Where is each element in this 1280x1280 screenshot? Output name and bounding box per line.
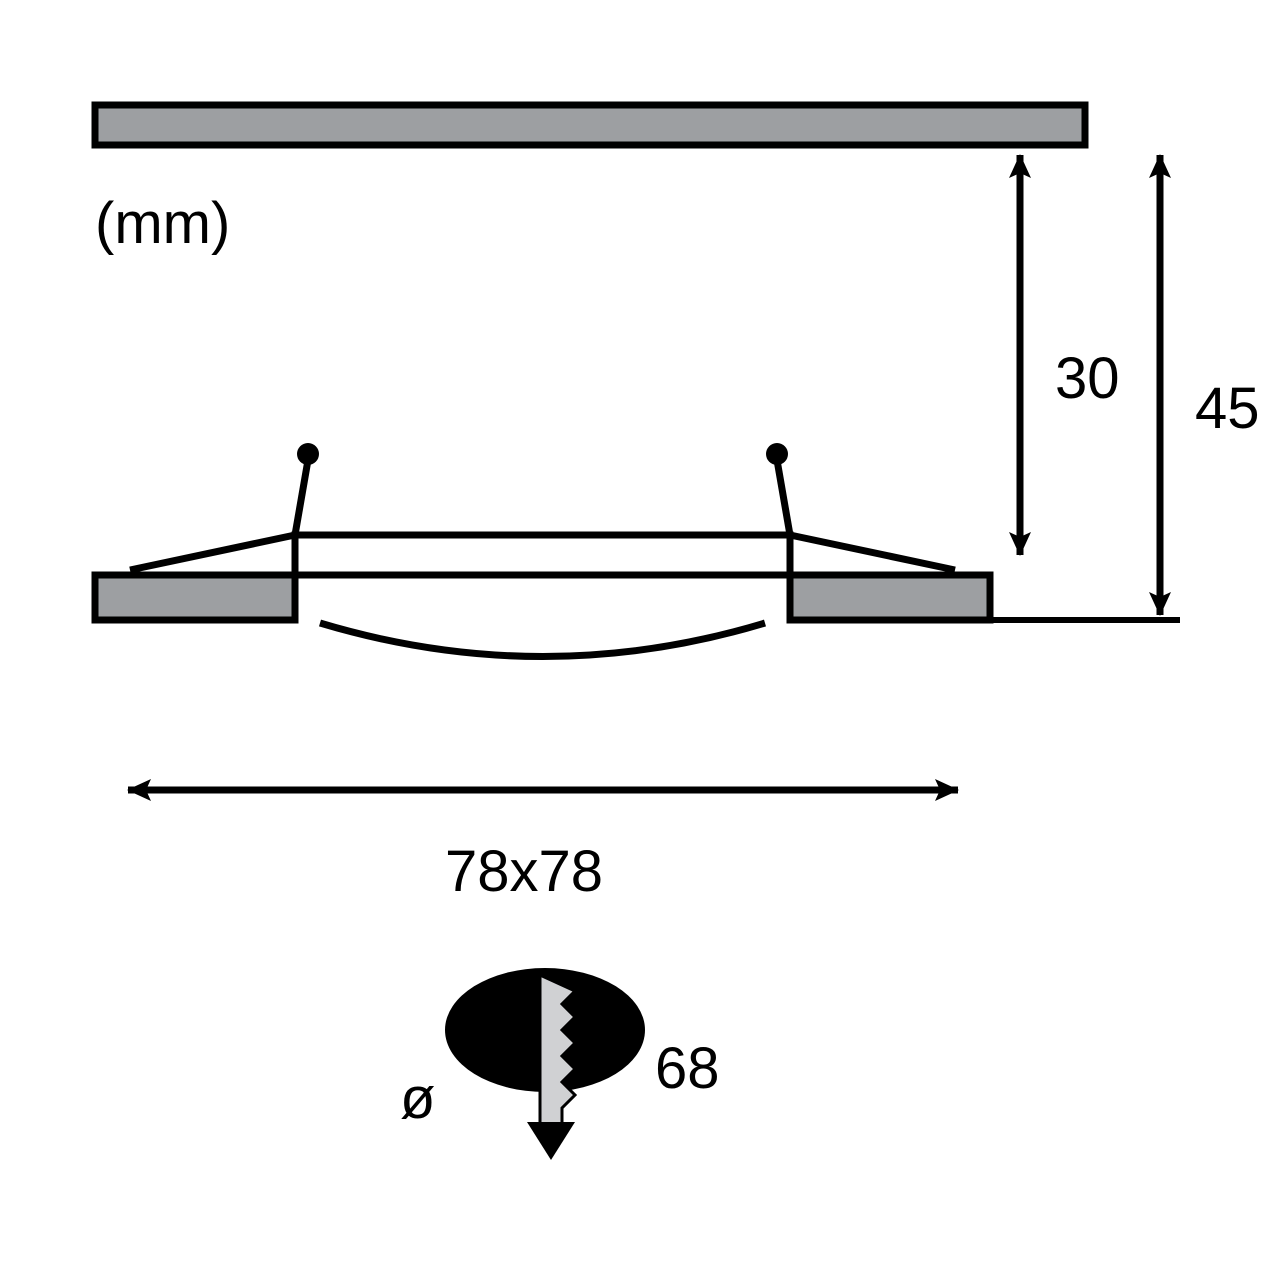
spring-clip-right: [766, 443, 955, 570]
saw-arrow-icon: [527, 1122, 575, 1160]
cutout-diameter-label: 68: [655, 1035, 720, 1102]
spring-clip-left: [130, 443, 319, 570]
housing-body: [295, 535, 790, 575]
dim-width-label: 78x78: [445, 838, 603, 905]
dim-45-label: 45: [1195, 375, 1260, 442]
trim-flange-left: [95, 575, 295, 620]
lens-arc: [320, 623, 765, 657]
ceiling-bar: [95, 105, 1085, 145]
unit-label: (mm): [95, 190, 230, 257]
trim-flange-right: [790, 575, 990, 620]
diameter-symbol: ø: [400, 1065, 435, 1132]
dim-30-label: 30: [1055, 345, 1120, 412]
